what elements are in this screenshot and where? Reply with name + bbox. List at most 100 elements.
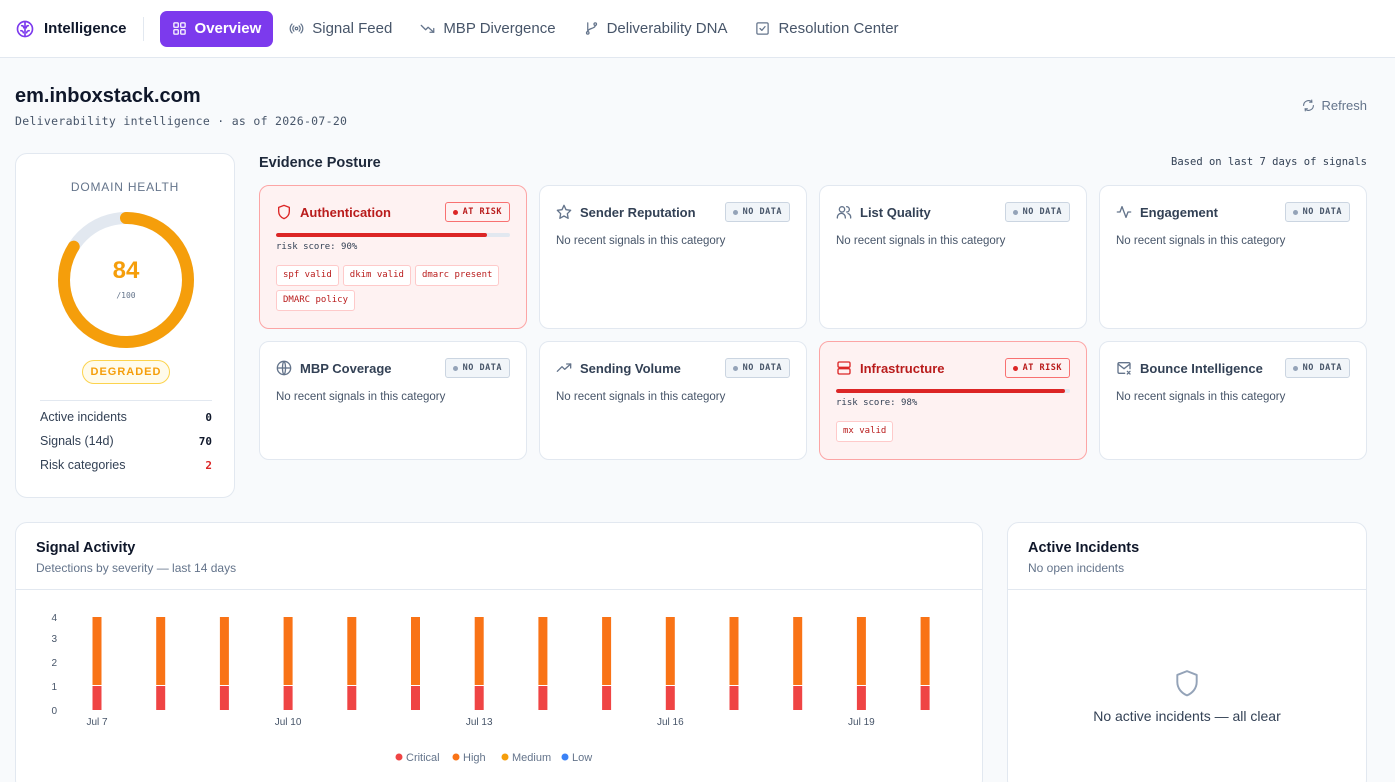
tab-deliverability-dna[interactable]: Deliverability DNA (572, 11, 740, 47)
signal-activity-title: Signal Activity (36, 540, 136, 556)
legend-swatch (395, 753, 403, 761)
tab-label: Overview (194, 20, 262, 37)
card-empty-text: No recent signals in this category (556, 391, 726, 403)
evidence-card-authentication[interactable]: Authentication AT RISK risk score: 90% s… (259, 185, 527, 329)
bar-high (283, 617, 293, 685)
bar-high (538, 617, 548, 685)
status-badge: AT RISK (444, 202, 510, 222)
grid-icon (172, 22, 186, 35)
tab-mbp-divergence[interactable]: MBP Divergence (408, 11, 567, 47)
legend-label: High (463, 752, 486, 764)
active-incidents-subtitle: No open incidents (1028, 561, 1125, 575)
active-incidents-empty: No active incidents — all clear (1093, 708, 1281, 724)
card-title: Infrastructure (860, 360, 945, 376)
card-title: Sending Volume (580, 360, 681, 376)
status-dot (452, 209, 458, 215)
evidence-card-bounce-intelligence[interactable]: Bounce Intelligence NO DATA No recent si… (1099, 341, 1367, 460)
broadcast-icon (289, 23, 304, 34)
bar-critical (347, 686, 357, 710)
health-gauge (58, 212, 194, 348)
tag: mx valid (836, 421, 894, 442)
status-label: NO DATA (742, 207, 782, 217)
health-stats: Active incidents 0 Signals (14d) 70 Risk… (40, 400, 212, 477)
brand[interactable]: Intelligence (0, 19, 127, 39)
tag-list: mx valid (836, 421, 1076, 442)
evidence-card-sending-volume[interactable]: Sending Volume NO DATA No recent signals… (539, 341, 807, 460)
status-dot (1012, 209, 1018, 215)
status-label: NO DATA (1302, 207, 1342, 217)
legend-label: Low (572, 752, 592, 764)
bar-high (729, 617, 739, 685)
evidence-card-sender-reputation[interactable]: Sender Reputation NO DATA No recent sign… (539, 185, 807, 329)
bar-high (856, 617, 866, 685)
status-badge: NO DATA (1284, 202, 1350, 222)
status-badge: NO DATA (444, 358, 510, 378)
status-dot (1292, 209, 1298, 215)
tag-list: spf valid dkim valid dmarc present DMARC… (276, 265, 516, 311)
shield-icon (278, 204, 290, 220)
domain-health-card: DOMAIN HEALTH 84 /100 DEGRADED Active in… (15, 153, 235, 498)
globe-icon (276, 360, 292, 376)
trend-up-icon (556, 363, 572, 372)
top-nav: Intelligence Overview Signal Feed MBP Di… (0, 0, 1395, 58)
status-badge: NO DATA (1004, 202, 1070, 222)
stat-label: Active incidents (40, 410, 127, 424)
card-header: Infrastructure AT RISK (836, 358, 1070, 378)
card-header: Engagement NO DATA (1116, 202, 1350, 222)
card-header: Sending Volume NO DATA (556, 358, 790, 378)
tag: dmarc present (414, 265, 500, 286)
users-icon (836, 206, 852, 219)
server-icon (837, 361, 851, 375)
refresh-button[interactable]: Refresh (1302, 98, 1367, 113)
nav-divider (142, 16, 144, 41)
health-score: 84 (112, 257, 140, 284)
page-subtitle: Deliverability intelligence · as of 2026… (15, 114, 348, 128)
star-icon (556, 204, 572, 219)
mail-x-icon (1117, 362, 1131, 375)
active-incidents-title: Active Incidents (1028, 540, 1140, 556)
brand-label: Intelligence (44, 20, 127, 37)
bar-critical (920, 686, 930, 710)
card-header: Authentication AT RISK (276, 202, 510, 222)
tab-label: Signal Feed (312, 20, 393, 37)
branch-icon (585, 22, 597, 35)
x-tick-label: Jul 19 (848, 717, 875, 728)
x-tick-label: Jul 10 (275, 717, 302, 728)
risk-score: risk score: 98% (836, 398, 918, 408)
risk-bar (836, 389, 1070, 393)
tab-signal-feed[interactable]: Signal Feed (277, 11, 404, 47)
stat-active-incidents: Active incidents 0 (40, 405, 212, 429)
check-square-icon (756, 22, 770, 35)
evidence-card-list-quality[interactable]: List Quality NO DATA No recent signals i… (819, 185, 1087, 329)
evidence-card-mbp-coverage[interactable]: MBP Coverage NO DATA No recent signals i… (259, 341, 527, 460)
card-header: Sender Reputation NO DATA (556, 202, 790, 222)
refresh-icon (1303, 99, 1315, 112)
status-label: NO DATA (742, 363, 782, 373)
active-incidents-card: Active Incidents No open incidents No ac… (1007, 522, 1367, 782)
tab-resolution-center[interactable]: Resolution Center (743, 11, 910, 47)
bar-critical (474, 686, 484, 710)
tag: DMARC policy (276, 290, 356, 311)
status-badge: NO DATA (724, 202, 790, 222)
stat-value: 0 (205, 410, 212, 424)
status-label: AT RISK (462, 207, 502, 217)
risk-score: risk score: 90% (276, 242, 358, 252)
status-label: NO DATA (1302, 363, 1342, 373)
card-header (1008, 523, 1366, 590)
bar-critical (156, 686, 166, 710)
health-score-max: /100 (116, 291, 136, 300)
y-tick-label: 0 (51, 706, 57, 717)
risk-bar-fill (276, 233, 487, 237)
evidence-card-infrastructure[interactable]: Infrastructure AT RISK risk score: 98% m… (819, 341, 1087, 460)
status-badge: NO DATA (724, 358, 790, 378)
evidence-card-engagement[interactable]: Engagement NO DATA No recent signals in … (1099, 185, 1367, 329)
card-header: List Quality NO DATA (836, 202, 1070, 222)
legend-label: Critical (406, 752, 440, 764)
tab-label: MBP Divergence (443, 20, 556, 37)
tag: spf valid (276, 265, 339, 286)
evidence-posture-title: Evidence Posture (259, 155, 381, 171)
status-dot (1012, 365, 1018, 371)
status-dot (732, 365, 738, 371)
tab-overview[interactable]: Overview (159, 10, 274, 47)
card-empty-text: No recent signals in this category (836, 235, 1006, 247)
